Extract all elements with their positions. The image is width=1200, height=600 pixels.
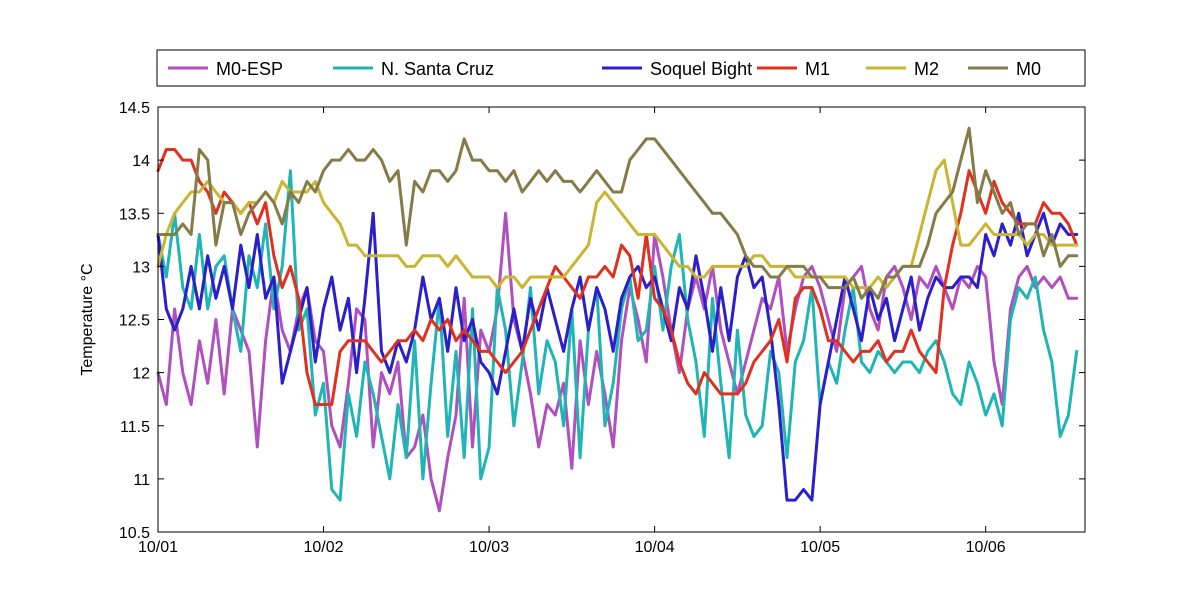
y-tick-label: 13 <box>132 259 150 276</box>
y-tick-label: 11.5 <box>120 419 150 436</box>
series-line-3 <box>156 148 1079 406</box>
x-tick-label: 10/05 <box>800 539 840 556</box>
series-line-2 <box>156 211 1079 502</box>
legend-label: Soquel Bight <box>650 59 752 79</box>
plot-area <box>156 106 1086 533</box>
series-lines <box>156 126 1079 513</box>
legend-label: M0-ESP <box>216 59 283 79</box>
x-tick-label: 10/04 <box>635 539 675 556</box>
series-line-5 <box>156 126 1079 300</box>
y-axis-label: Temperature °C <box>79 263 96 375</box>
legend-label: M0 <box>1016 59 1041 79</box>
x-tick-label: 10/02 <box>304 539 344 556</box>
y-tick-label: 14 <box>132 153 150 170</box>
legend: M0-ESP N. Santa Cruz Soquel Bight M1 M2 M0 <box>156 49 1086 87</box>
y-tick-label: 14.5 <box>119 100 150 117</box>
y-tick-label: 12 <box>132 366 150 383</box>
axis-ticks: 10/01 10/02 10/03 10/04 10/05 10/06 10.5 11 11.5… <box>119 100 1085 556</box>
legend-label: N. Santa Cruz <box>381 59 494 79</box>
y-tick-label: 11 <box>133 472 150 489</box>
x-tick-label: 10/03 <box>469 539 509 556</box>
legend-label: M2 <box>914 59 939 79</box>
y-tick-label: 13.5 <box>119 206 150 223</box>
x-tick-label: 10/01 <box>138 539 178 556</box>
y-tick-label: 12.5 <box>119 313 150 330</box>
legend-label: M1 <box>805 59 830 79</box>
x-tick-label: 10/06 <box>966 539 1006 556</box>
series-line-1 <box>156 169 1079 502</box>
y-tick-label: 10.5 <box>119 525 150 542</box>
